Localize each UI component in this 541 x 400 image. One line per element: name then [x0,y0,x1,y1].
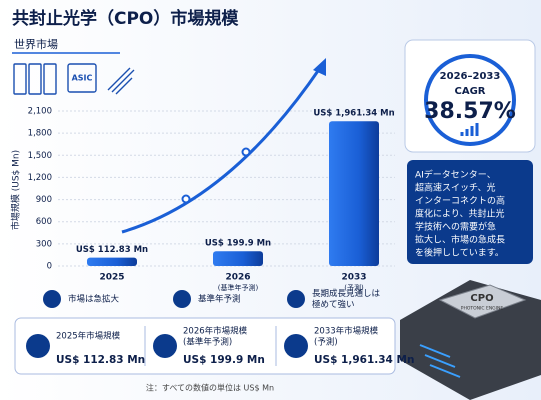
insight-box [407,160,533,264]
insight-line: 度化により、共封止光 [415,208,504,220]
x-tick-note: (基準年予測) [218,283,259,292]
highlight-text: 極めて強い [312,299,355,310]
cagr-label: CAGR [455,86,486,97]
y-axis-label: 市場規模 (US$ Mn) [10,150,22,230]
arrow-head [313,58,326,76]
product-sub: PHOTONIC ENGINE [461,306,504,312]
product-image [400,280,541,400]
y-tick-label: 600 [36,217,52,227]
x-tick-note: (予測) [344,283,364,292]
bar [213,251,263,266]
kpi-box [14,317,396,375]
y-tick-label: 0 [47,262,52,272]
y-tick-label: 1,800 [28,129,52,139]
cagr-icon [460,123,479,136]
highlight-text: 基準年予測 [198,294,241,305]
x-tick-label: 2025 [99,273,124,283]
kpi-label: 2025年市場規模 [56,331,121,342]
kpi-icon [26,334,50,358]
y-tick-label: 900 [36,195,52,205]
insight-line: 学技術への需要が急 [415,221,496,233]
bar [87,257,137,266]
kpi-label: (基準年予測) [183,337,232,348]
kpi-value: US$ 112.83 Mn [56,354,145,366]
growth-arrow [121,67,322,234]
kpi-value: US$ 1,961.34 Mn [314,354,414,366]
title: 共封止光学（CPO）市場規模 [12,8,239,29]
insight-line: 超高速スイッチ、光 [415,182,495,194]
bar [329,121,379,266]
kpi-label: 2026年市場規模 [183,326,248,337]
product-name: CPO [470,293,493,304]
kpi-label: 2033年市場規模 [314,326,379,337]
icon-label: ASIC [72,74,93,83]
kpi-value: US$ 199.9 Mn [183,354,265,366]
y-tick-label: 1,500 [28,151,52,161]
cagr-value: 38.57% [424,99,516,124]
x-tick-label: 2033 [341,273,366,283]
insight-text: AIデータセンター、超高速スイッチ、光インターコネクトの高度化により、共封止光学… [415,169,505,259]
insight-line: AIデータセンター、 [415,169,496,181]
icons [13,63,135,95]
x-tick-label: 2026 [225,273,250,283]
insight-line: を後押ししています。 [415,247,504,259]
y-tick-label: 300 [36,239,52,249]
y-tick-label: 1,200 [28,173,52,183]
cagr-period: 2026–2033 [440,71,501,82]
highlight-text: 長期成長見通しは [312,288,381,299]
arrow-dot [241,147,251,157]
chart: 0 300 600 900 1,200 1,500 1,800 2,100 US$ 112.83… [28,107,395,292]
kpi-icon [153,334,177,358]
insight-line: インターコネクトの高 [415,195,505,207]
highlight-icon [287,290,305,308]
highlight-icon [43,290,61,308]
kpis: 2025年市場規模 US$ 112.83 Mn 2026年市場規模(基準年予測) US… [26,326,414,366]
cagr-ring [424,54,516,146]
highlight-text: 市場は急拡大 [68,294,120,305]
insight-line: 拡大し、市場の急成長 [415,234,505,246]
note: 注：すべての数値の単位は US$ Mn [146,383,274,393]
kpi-label: (予測) [314,337,338,348]
subtitle: 世界市場 [14,37,58,51]
y-tick-label: 2,100 [28,107,52,117]
highlight-icon [173,290,191,308]
value-label: US$ 1,961.34 Mn [313,109,394,119]
value-label: US$ 199.9 Mn [205,239,271,249]
arrow-dot [181,194,191,204]
kpi-icon [284,334,308,358]
value-label: US$ 112.83 Mn [76,245,148,255]
